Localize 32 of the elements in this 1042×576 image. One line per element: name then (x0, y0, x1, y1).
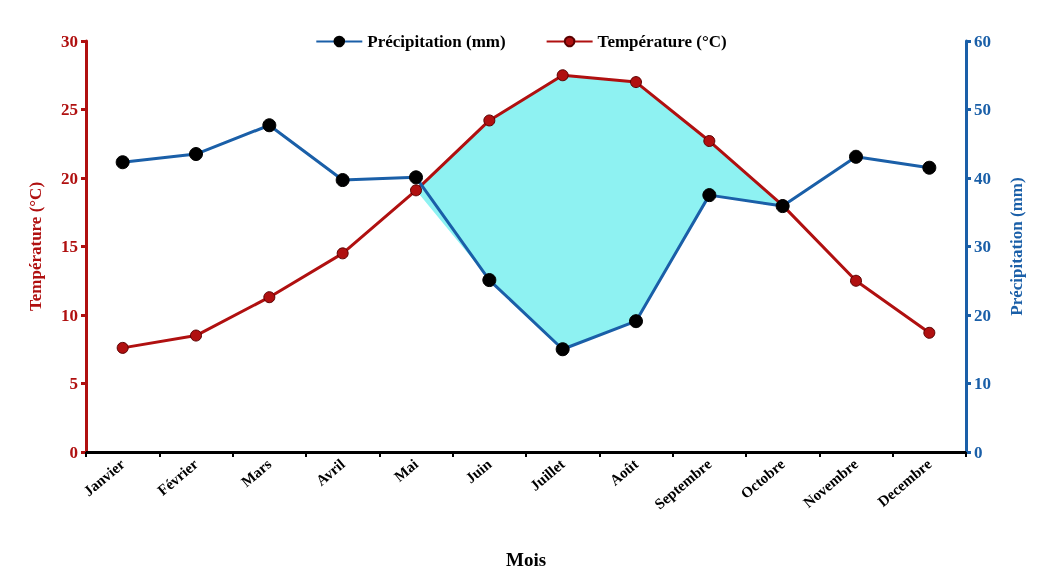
y2-tick-label: 60 (974, 31, 991, 51)
point (850, 274, 862, 287)
y-tick-label: 10 (61, 305, 78, 325)
y2-tick-label: 50 (974, 100, 991, 119)
y-tick-label: 0 (69, 442, 78, 462)
y-axis-title: Température (°C) (26, 181, 45, 312)
y-tick-label: 20 (61, 168, 78, 188)
point (410, 184, 422, 197)
point (556, 69, 569, 82)
point (923, 326, 936, 339)
y-tick-label: 30 (61, 31, 78, 51)
y-tick-label: 15 (61, 237, 78, 256)
legend-label: Précipitation (mm) (367, 32, 506, 51)
y2-tick-label: 0 (974, 442, 983, 462)
point (336, 247, 349, 260)
point (630, 76, 642, 89)
x-axis-title: Mois (505, 549, 547, 570)
y2-axis-title: Précipitation (mm) (1007, 177, 1026, 316)
y2-tick-label: 40 (974, 168, 991, 188)
y2-tick-label: 10 (974, 374, 991, 393)
point (190, 329, 202, 342)
y2-tick-label: 20 (974, 305, 991, 325)
x-tick-label: Mai (391, 455, 422, 485)
point (263, 291, 276, 304)
point (116, 341, 129, 354)
y2-tick-label: 30 (974, 237, 991, 256)
x-tick-label: Juin (462, 455, 495, 487)
point (703, 135, 716, 148)
legend-label: Température (°C) (597, 32, 727, 51)
y-tick-label: 25 (61, 100, 78, 119)
point (483, 114, 496, 127)
y-tick-label: 5 (69, 374, 78, 393)
